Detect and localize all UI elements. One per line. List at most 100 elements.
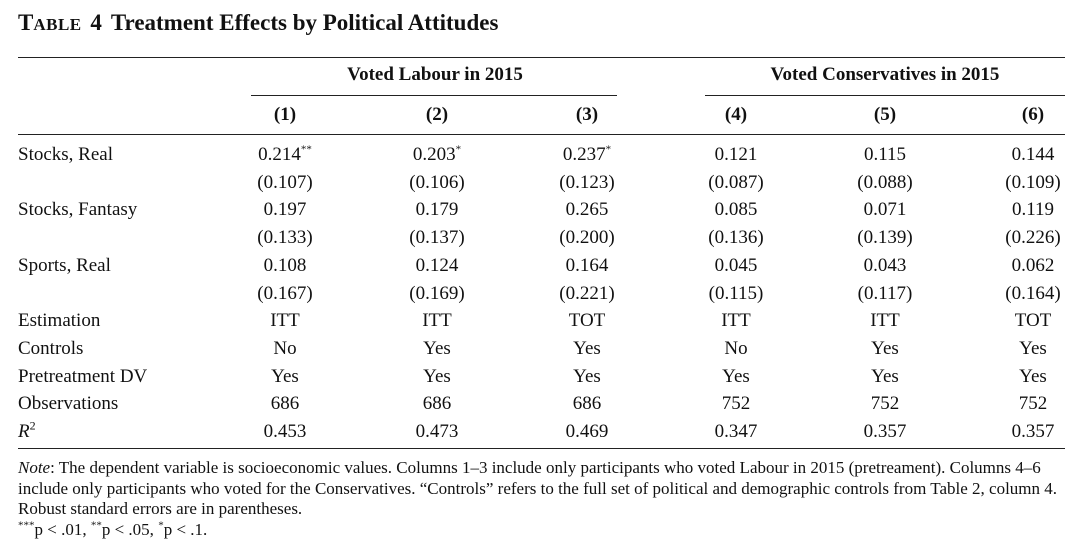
group-header-conservatives: Voted Conservatives in 2015 [770,64,1000,85]
standard-error-cell: (0.164) [1005,283,1061,304]
table-cell: ITT [422,310,452,332]
cell-value: ITT [270,310,300,331]
note-label: Note [18,458,51,477]
cell-value: 0.124 [415,255,459,276]
standard-error-cell: (0.169) [409,283,465,304]
table-cell: 0.203* [413,144,461,166]
table-cell: 0.197 [264,199,307,221]
cell-value: 0.453 [263,421,307,442]
table-cell: 686 [423,393,452,415]
cell-value: No [724,338,748,359]
top-rule [18,57,1065,58]
cell-value: 0.121 [714,144,758,165]
table-cell: No [273,338,296,360]
cell-value: 0.203 [412,144,456,165]
standard-error-cell: (0.133) [257,227,313,248]
cell-value: Yes [871,366,899,387]
cell-value: No [273,338,297,359]
standard-error-cell: (0.137) [409,227,465,248]
cell-value: 752 [870,393,900,414]
row-label: Estimation [18,310,101,331]
column-header-5: (5) [873,104,897,125]
row-label: Stocks, Real [18,144,113,165]
table-cell: 0.357 [1012,421,1055,443]
cell-value: ITT [721,310,751,331]
row-label: Observations [18,393,119,414]
standard-error-cell: (0.200) [559,227,615,248]
standard-error-cell: (0.117) [857,283,913,304]
table-cell: 686 [573,393,602,415]
table-cell: 0.453 [264,421,307,443]
table-cell: 0.237* [563,144,611,166]
row-label: Sports, Real [18,255,111,276]
header-rule [18,134,1065,135]
group-rule-conservatives [705,95,1065,96]
table-cell: 0.473 [416,421,459,443]
table-cell: 0.347 [715,421,758,443]
table-cell: Yes [423,338,451,360]
standard-error-cell: (0.109) [1005,172,1061,193]
standard-error-cell: (0.221) [559,283,615,304]
cell-value: 0.265 [565,199,609,220]
table-notes: Note: The dependent variable is socioeco… [18,458,1068,540]
sig-text-2: p < .05, [101,519,159,539]
significance-stars: * [455,143,462,156]
cell-value: 686 [422,393,452,414]
cell-value: Yes [1019,366,1047,387]
table-cell: 752 [871,393,900,415]
cell-value: 0.119 [1011,199,1055,220]
standard-error-cell: (0.115) [708,283,764,304]
significance-stars: ** [300,143,312,156]
cell-value: 752 [721,393,751,414]
table-cell: Yes [1019,366,1047,388]
table-title: TABLE 4 Treatment Effects by Political At… [18,10,498,36]
table-cell: Yes [423,366,451,388]
cell-value: 752 [1018,393,1048,414]
cell-value: Yes [271,366,299,387]
cell-value: Yes [573,366,601,387]
sig-stars-3: * [158,518,164,531]
row-label-base: R [18,421,30,442]
cell-value: ITT [870,310,900,331]
cell-value: 686 [270,393,300,414]
table-cell: 0.121 [715,144,758,166]
table-cell: 0.108 [264,255,307,277]
cell-value: 0.085 [714,199,758,220]
cell-value: TOT [1014,310,1052,331]
table-cell: ITT [870,310,900,332]
table-cell: 0.071 [864,199,907,221]
table-cell: 0.265 [566,199,609,221]
table-cell: 0.214** [258,144,312,166]
table-cell: Yes [1019,338,1047,360]
standard-error-cell: (0.123) [559,172,615,193]
cell-value: Yes [423,366,451,387]
table-cell: 0.062 [1012,255,1055,277]
table-cell: 0.119 [1012,199,1054,221]
group-rule-labour [251,95,617,96]
column-header-6: (6) [1021,104,1045,125]
cell-value: Yes [423,338,451,359]
title-prefix-rest: ABLE [33,15,82,34]
group-header-labour: Voted Labour in 2015 [347,64,523,85]
row-label: Stocks, Fantasy [18,199,138,220]
table-cell: 0.164 [566,255,609,277]
table-cell: 752 [1019,393,1048,415]
standard-error-cell: (0.136) [708,227,764,248]
significance-legend: ***p < .01, **p < .05, *p < .1. [18,518,1068,541]
cell-value: 0.214 [258,144,301,165]
table-cell: 0.179 [416,199,459,221]
standard-error-cell: (0.226) [1005,227,1061,248]
cell-value: Yes [871,338,899,359]
standard-error-cell: (0.167) [257,283,313,304]
standard-error-cell: (0.106) [409,172,465,193]
table-cell: 686 [271,393,300,415]
cell-value: 0.473 [415,421,459,442]
standard-error-cell: (0.087) [708,172,764,193]
table-cell: TOT [569,310,606,332]
table-cell: 0.469 [566,421,609,443]
table-cell: Yes [871,338,899,360]
title-number: 4 [90,10,102,35]
cell-value: Yes [573,338,601,359]
table-cell: 0.357 [864,421,907,443]
